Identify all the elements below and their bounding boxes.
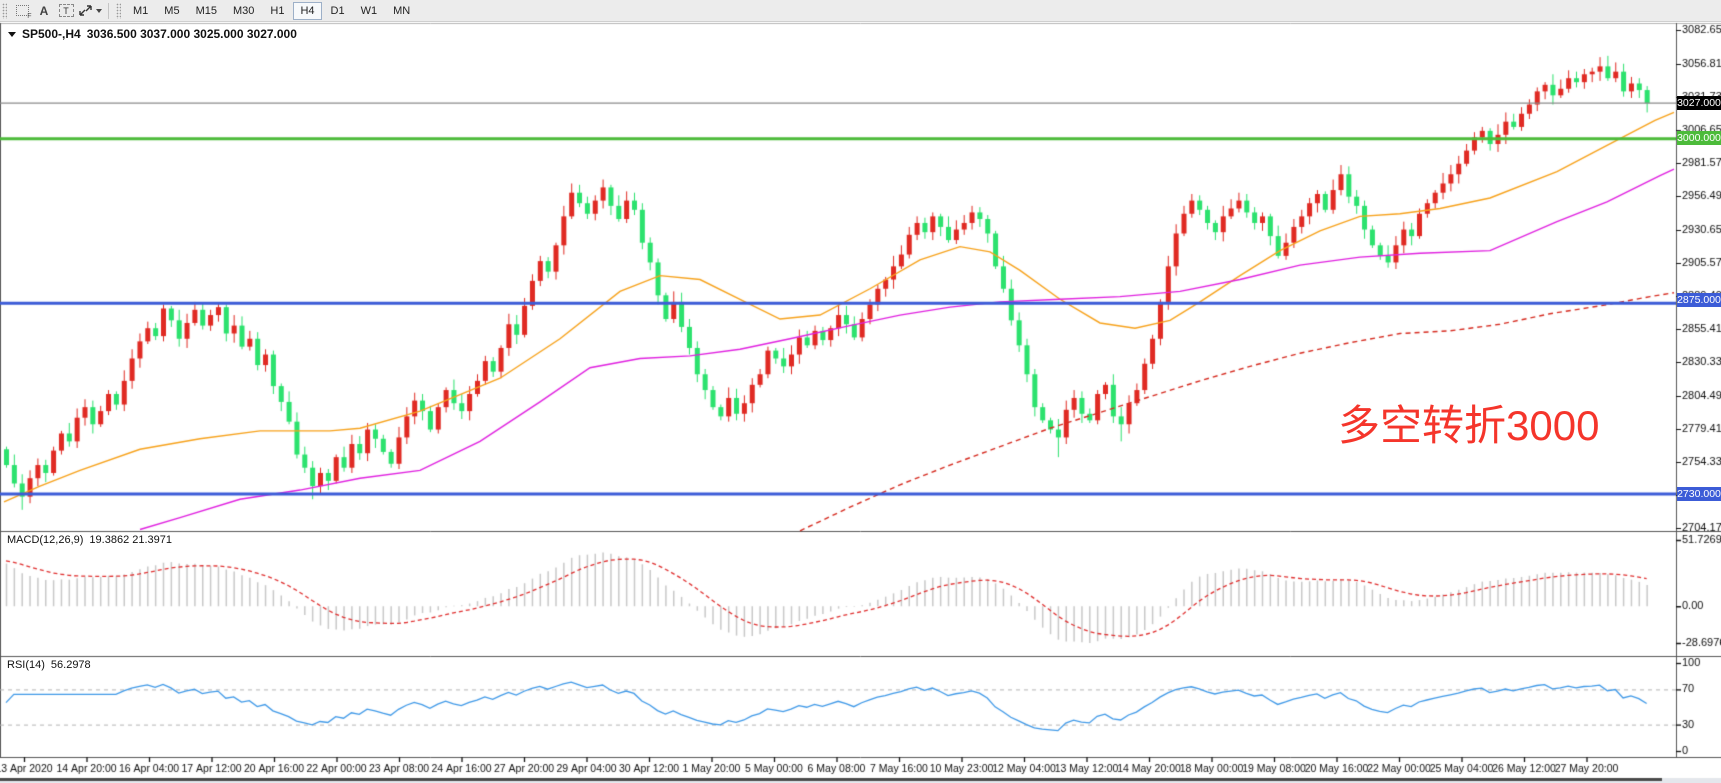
symbol-timeframe-label: SP500-,H4 <box>22 27 81 41</box>
rsi-value: 56.2978 <box>50 659 91 671</box>
chevron-down-icon <box>96 8 102 13</box>
chart-canvas[interactable] <box>0 22 1721 783</box>
timeframe-button-group: M1 M5 M15 M30 H1 H4 D1 W1 MN <box>125 1 418 20</box>
timeframe-button-m15[interactable]: M15 <box>189 2 224 20</box>
timeframe-button-m30[interactable]: M30 <box>226 2 261 20</box>
current-price-badge: 3027.000 <box>1677 96 1721 110</box>
text-label-icon: A <box>39 3 49 18</box>
symbol-dropdown-icon[interactable] <box>8 31 16 37</box>
hline-2875-badge: 2875.000 <box>1677 293 1721 307</box>
grid-f-icon <box>15 5 32 20</box>
rsi-indicator-label: RSI(14) 56.2978 <box>7 659 91 671</box>
macd-values: 19.3862 21.3971 <box>89 534 173 546</box>
macd-name: MACD(12,26,9) <box>7 534 84 546</box>
macd-indicator-label: MACD(12,26,9) 19.3862 21.3971 <box>7 534 172 546</box>
hline-2730-badge: 2730.000 <box>1677 487 1721 501</box>
grid-tool-button[interactable] <box>11 1 33 21</box>
timeframe-button-d1[interactable]: D1 <box>324 2 352 20</box>
timeframe-button-m5[interactable]: M5 <box>157 2 186 20</box>
ohlc-quote-label: 3036.500 3037.000 3025.000 3027.000 <box>86 27 297 41</box>
timeframe-button-h1[interactable]: H1 <box>263 2 291 20</box>
toolbar-grip-2[interactable] <box>116 2 121 19</box>
rsi-name: RSI(14) <box>7 659 45 671</box>
arrows-tool-button[interactable] <box>77 1 103 21</box>
toolbar-separator <box>108 2 109 19</box>
text-box-tool-button[interactable]: T <box>55 1 77 21</box>
chart-text-annotation[interactable]: 多空转折3000 <box>1338 402 1600 449</box>
timeframe-button-w1[interactable]: W1 <box>354 2 385 20</box>
timeframe-button-m1[interactable]: M1 <box>126 2 155 20</box>
arrows-icon <box>79 5 92 16</box>
text-box-icon: T <box>58 4 74 17</box>
toolbar-grip[interactable] <box>2 2 7 19</box>
timeframe-button-h4[interactable]: H4 <box>293 1 322 20</box>
symbol-title: SP500-,H4 3036.500 3037.000 3025.000 302… <box>8 27 297 41</box>
timeframe-button-mn[interactable]: MN <box>386 2 417 20</box>
hline-3000-badge: 3000.000 <box>1677 131 1721 145</box>
chart-window: SP500-,H4 3036.500 3037.000 3025.000 302… <box>0 22 1721 783</box>
text-label-tool-button[interactable]: A <box>33 1 55 21</box>
